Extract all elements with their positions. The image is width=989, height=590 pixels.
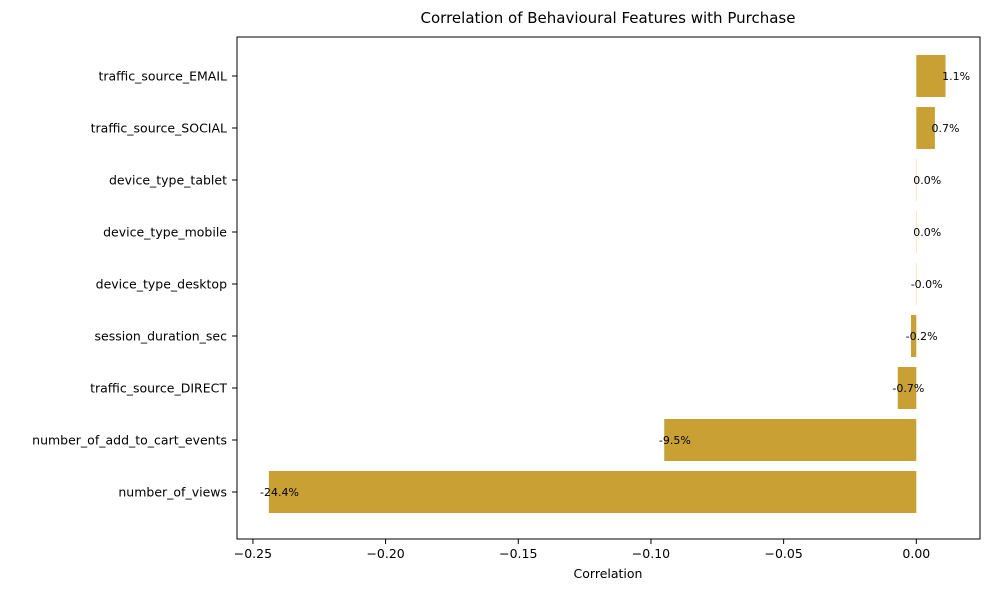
- bar-traffic_source_EMAIL: [916, 55, 946, 97]
- data-label-number_of_add_to_cart_events: -9.5%: [659, 434, 691, 447]
- x-tick-label: −0.25: [234, 546, 272, 561]
- y-tick-label: device_type_tablet: [109, 173, 227, 188]
- y-tick-label: traffic_source_DIRECT: [90, 381, 227, 396]
- y-tick-label: device_type_desktop: [96, 277, 227, 292]
- data-label-traffic_source_SOCIAL: 0.7%: [932, 122, 960, 135]
- bar-traffic_source_DIRECT: [897, 367, 917, 409]
- y-tick-label: number_of_add_to_cart_events: [32, 433, 227, 448]
- x-tick-label: −0.15: [499, 546, 537, 561]
- y-tick-label: traffic_source_SOCIAL: [91, 121, 227, 136]
- data-label-session_duration_sec: -0.2%: [906, 330, 938, 343]
- y-axis: traffic_source_EMAIL traffic_source_SOCIA…: [32, 69, 237, 500]
- data-labels-group: 1.1% 0.7% 0.0% 0.0% -0.0% -0.2% -0.7% -9.5% -24.…: [260, 70, 970, 499]
- y-tick-label: traffic_source_EMAIL: [98, 69, 227, 84]
- plot-frame: [236, 36, 981, 540]
- data-label-traffic_source_DIRECT: -0.7%: [892, 382, 924, 395]
- bar-number_of_views: [268, 471, 917, 513]
- data-label-traffic_source_EMAIL: 1.1%: [942, 70, 970, 83]
- x-tick-label: −0.20: [366, 546, 404, 561]
- bar-number_of_add_to_cart_events: [664, 419, 917, 461]
- x-axis-label: Correlation: [574, 566, 643, 581]
- bar-session_duration_sec: [911, 315, 917, 357]
- x-axis: −0.25 −0.20 −0.15 −0.10 −0.05 0.00: [234, 539, 930, 561]
- y-tick-label: number_of_views: [118, 485, 227, 500]
- x-tick-label: −0.05: [764, 546, 802, 561]
- y-tick-label: session_duration_sec: [95, 329, 228, 344]
- x-tick-label: −0.10: [632, 546, 670, 561]
- x-tick-label: 0.00: [902, 546, 930, 561]
- y-tick-label: device_type_mobile: [103, 225, 227, 240]
- data-label-device_type_tablet: 0.0%: [913, 174, 941, 187]
- data-label-device_type_mobile: 0.0%: [913, 226, 941, 239]
- chart-title: Correlation of Behavioural Features with…: [421, 9, 796, 27]
- data-label-device_type_desktop: -0.0%: [911, 278, 943, 291]
- bars-group: [268, 55, 946, 513]
- data-label-number_of_views: -24.4%: [260, 486, 299, 499]
- bar-traffic_source_SOCIAL: [916, 107, 935, 149]
